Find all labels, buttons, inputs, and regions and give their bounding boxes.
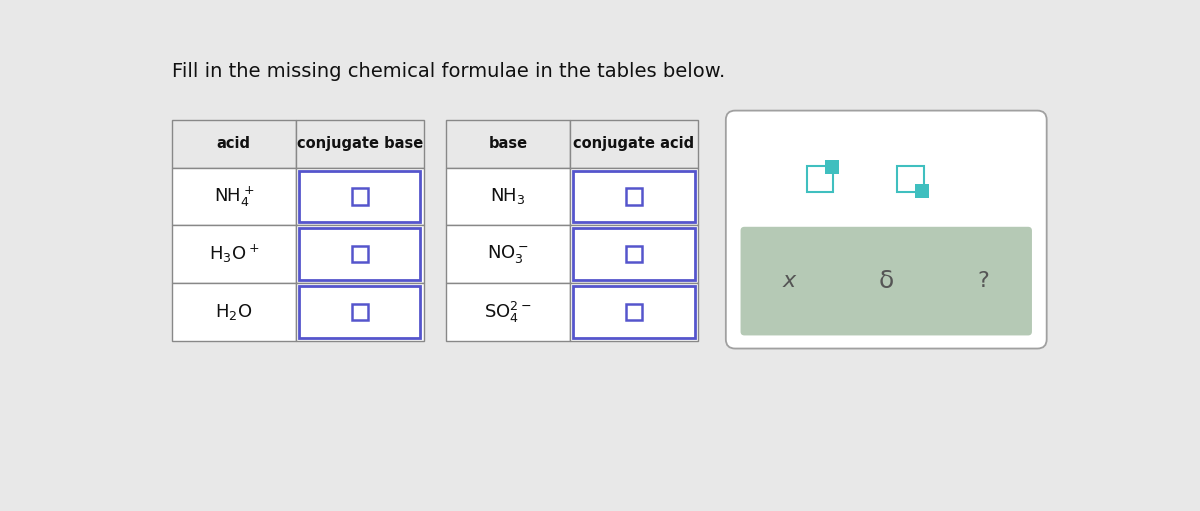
Bar: [626, 246, 642, 262]
Text: NH$_4^+$: NH$_4^+$: [214, 184, 254, 208]
Bar: [352, 189, 367, 204]
FancyBboxPatch shape: [726, 110, 1046, 349]
Bar: [626, 189, 642, 204]
Bar: [299, 228, 420, 280]
Bar: [898, 166, 924, 192]
Text: H$_3$O$^+$: H$_3$O$^+$: [209, 243, 259, 265]
Bar: [806, 166, 833, 192]
Text: ?: ?: [977, 271, 989, 291]
Bar: [352, 246, 367, 262]
Text: x: x: [782, 271, 796, 291]
Text: H$_2$O: H$_2$O: [215, 302, 252, 322]
Bar: [574, 171, 695, 222]
Bar: [446, 225, 570, 283]
Bar: [446, 168, 570, 225]
Bar: [570, 225, 698, 283]
Bar: [574, 286, 695, 338]
Bar: [352, 304, 367, 320]
Bar: [570, 120, 698, 168]
Bar: [916, 184, 929, 198]
Bar: [172, 283, 295, 341]
Bar: [295, 168, 424, 225]
Text: NO$_3^-$: NO$_3^-$: [487, 243, 529, 265]
Bar: [295, 120, 424, 168]
Bar: [172, 120, 295, 168]
Text: conjugate base: conjugate base: [296, 136, 422, 151]
Text: conjugate acid: conjugate acid: [574, 136, 695, 151]
Bar: [570, 283, 698, 341]
FancyBboxPatch shape: [740, 227, 1032, 335]
Text: Fill in the missing chemical formulae in the tables below.: Fill in the missing chemical formulae in…: [172, 62, 725, 81]
Bar: [295, 283, 424, 341]
Bar: [574, 228, 695, 280]
Bar: [626, 304, 642, 320]
Text: acid: acid: [217, 136, 251, 151]
Bar: [446, 120, 570, 168]
Bar: [299, 171, 420, 222]
Text: NH$_3$: NH$_3$: [491, 187, 526, 206]
Bar: [295, 225, 424, 283]
Bar: [446, 283, 570, 341]
Bar: [824, 160, 839, 174]
Bar: [299, 286, 420, 338]
Bar: [172, 225, 295, 283]
Text: base: base: [488, 136, 528, 151]
Text: δ: δ: [878, 269, 894, 293]
Text: SO$_4^{2-}$: SO$_4^{2-}$: [485, 299, 532, 324]
Bar: [570, 168, 698, 225]
Bar: [172, 168, 295, 225]
